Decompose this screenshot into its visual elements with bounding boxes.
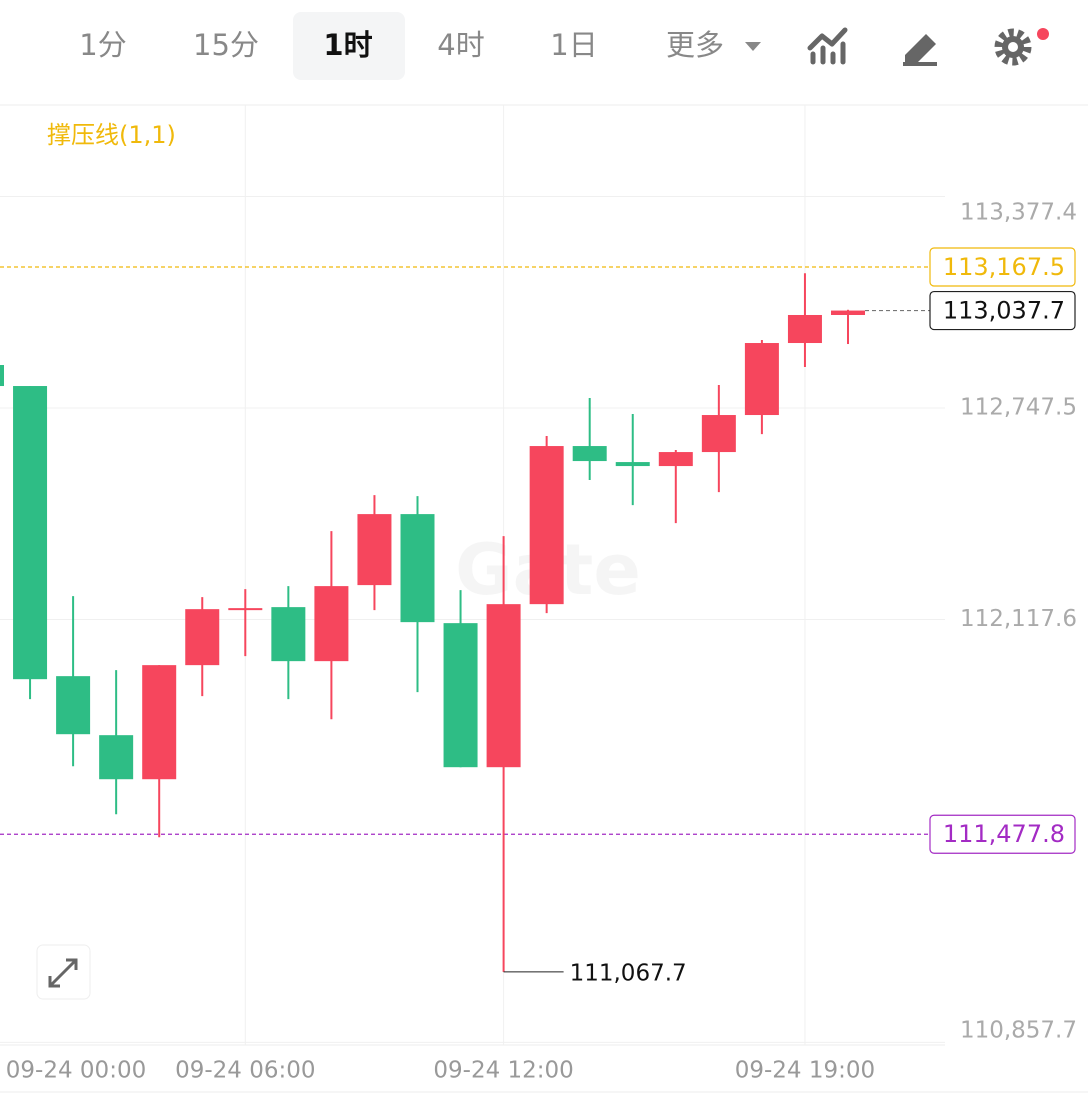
timeframe-tab[interactable]: 4时 [437, 28, 484, 62]
candle-body [0, 365, 4, 387]
dropdown-arrow[interactable] [745, 42, 761, 51]
candle-body [271, 607, 306, 662]
y-tick-label: 113,377.4 [960, 200, 1077, 226]
expand-button[interactable] [36, 944, 91, 1000]
price-tag-label: 113,167.5 [943, 253, 1065, 281]
selected-tab-bg [293, 12, 405, 80]
settings-icon[interactable] [994, 28, 1049, 66]
price-tag-label: 111,477.8 [943, 820, 1065, 848]
more-tab[interactable]: 更多 [666, 28, 724, 62]
timeframe-tab[interactable]: 1分 [79, 28, 126, 62]
y-tick-label: 112,747.5 [960, 394, 1077, 420]
candle-body [357, 514, 392, 586]
candle-body [572, 446, 607, 462]
candle-body [701, 415, 736, 453]
price-tag [929, 290, 1076, 331]
x-tick-label: 09-24 12:00 [433, 1058, 573, 1084]
y-tick-label: 110,857.7 [960, 1018, 1077, 1044]
draw-icon[interactable] [903, 34, 937, 66]
candle-body [787, 314, 822, 344]
candle-body [142, 665, 177, 780]
candle-body [400, 514, 435, 623]
price-tag [929, 814, 1076, 854]
candle-body [228, 608, 263, 611]
candle-body [13, 386, 48, 680]
min-label: 111,067.7 [570, 960, 687, 986]
timeframe-tab[interactable]: 15分 [193, 28, 259, 62]
timeframe-tab[interactable]: 1时 [323, 28, 372, 62]
candle-body [185, 609, 220, 666]
candle-body [529, 446, 564, 605]
candle-body [486, 604, 521, 768]
candle-body [658, 452, 693, 467]
x-tick-label: 09-24 19:00 [735, 1058, 875, 1084]
candle-body [99, 735, 134, 780]
candle-body [615, 462, 650, 467]
y-tick-label: 112,117.6 [960, 606, 1077, 632]
candle-body [744, 343, 779, 416]
price-tag [929, 247, 1076, 287]
timeframe-tab[interactable]: 1日 [550, 28, 597, 62]
price-tag-label: 113,037.7 [943, 297, 1065, 325]
indicator-icon[interactable] [807, 27, 848, 65]
x-tick-label: 09-24 00:00 [6, 1058, 146, 1084]
x-tick-label: 09-24 06:00 [175, 1058, 315, 1084]
indicator-label: 撑压线(1,1) [47, 121, 176, 149]
candle-body [443, 623, 478, 768]
candle-body [831, 310, 865, 315]
candle-body [56, 676, 91, 735]
candle-body [314, 586, 349, 662]
